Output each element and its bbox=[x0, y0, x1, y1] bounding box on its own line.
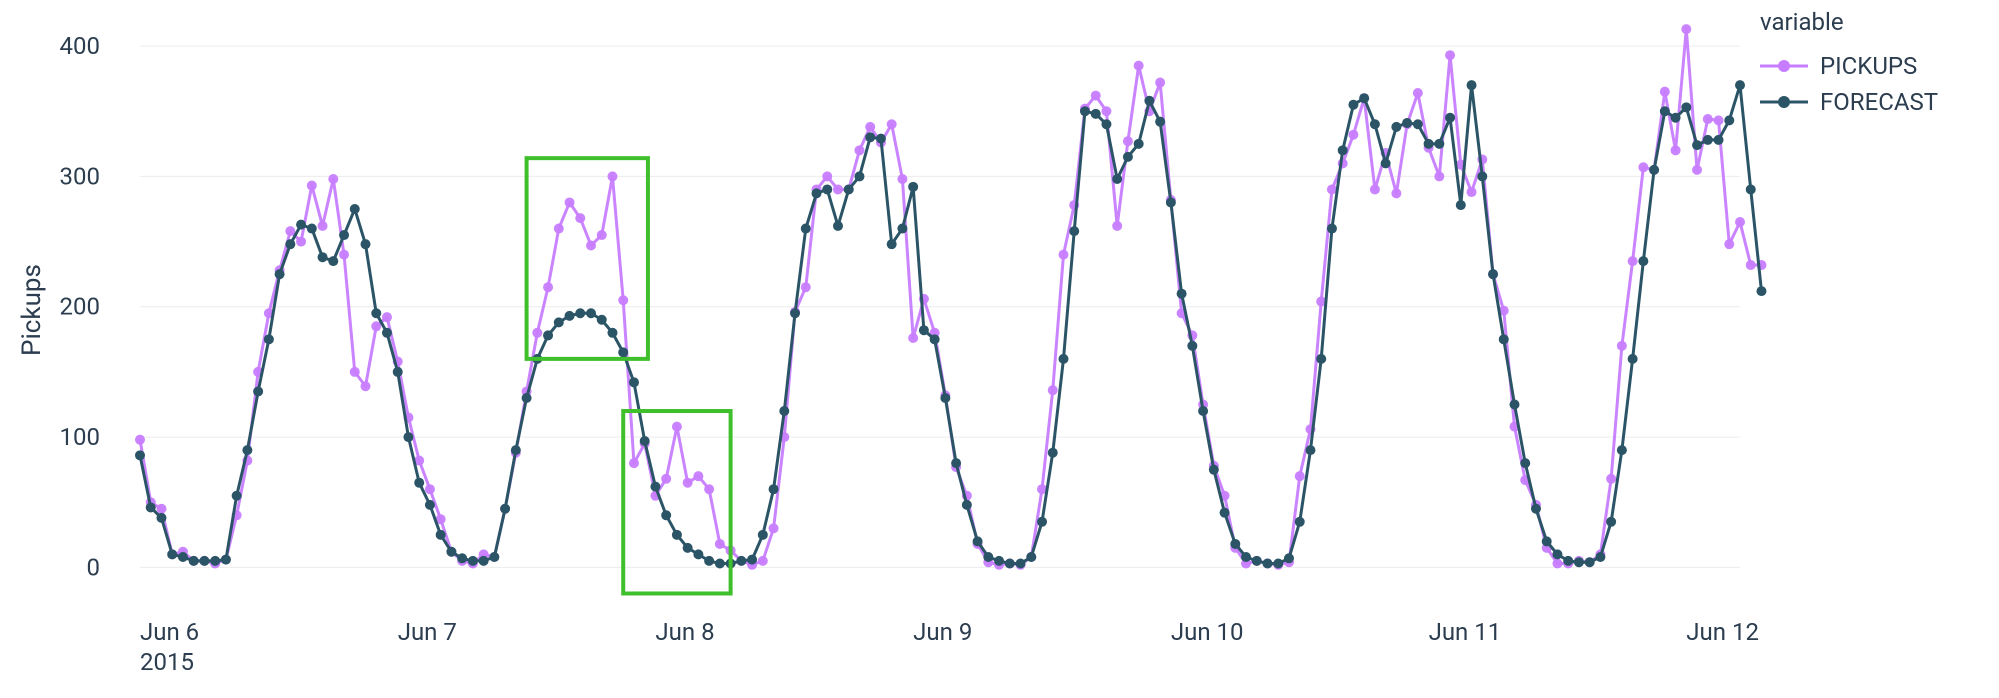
legend: variable PICKUPS FORECAST bbox=[1760, 8, 1938, 116]
legend-item-label: FORECAST bbox=[1820, 88, 1938, 116]
forecast-line bbox=[140, 85, 1761, 563]
y-tick-label: 200 bbox=[60, 293, 100, 321]
highlight-box bbox=[527, 158, 648, 359]
x-tick-label: Jun 7 bbox=[398, 618, 457, 646]
x-tick-label: Jun 10 bbox=[1171, 618, 1244, 646]
x-tick-label: Jun 9 bbox=[913, 618, 972, 646]
y-tick-label: 300 bbox=[60, 162, 100, 190]
highlight-box bbox=[623, 411, 730, 593]
y-axis-label: Pickups bbox=[17, 264, 47, 356]
legend-title: variable bbox=[1760, 8, 1844, 36]
y-tick-label: 400 bbox=[60, 32, 100, 60]
y-tick-label: 100 bbox=[60, 423, 100, 451]
x-tick-label: Jun 8 bbox=[655, 618, 714, 646]
x-tick-label: Jun 12 bbox=[1686, 618, 1759, 646]
x-tick-label: Jun 11 bbox=[1429, 618, 1502, 646]
pickups-markers bbox=[135, 24, 1766, 570]
x-tick-sublabel: 2015 bbox=[140, 648, 194, 676]
pickups-line bbox=[140, 29, 1761, 565]
x-tick-label: Jun 6 bbox=[140, 618, 199, 646]
pickups-forecast-chart: 0 100 200 300 400 Pickups Jun 6 Jun 7 Jun 8 Jun 9… bbox=[0, 0, 1999, 698]
legend-item-label: PICKUPS bbox=[1820, 52, 1917, 80]
chart-svg: 0 100 200 300 400 Pickups Jun 6 Jun 7 Jun 8 Jun 9… bbox=[0, 0, 1999, 698]
y-tick-label: 0 bbox=[87, 553, 101, 581]
